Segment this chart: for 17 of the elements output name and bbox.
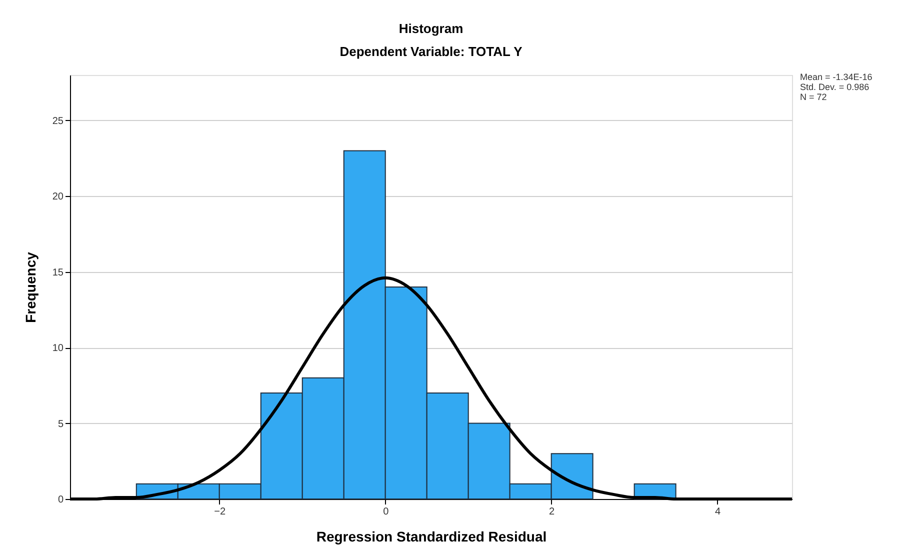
- text: Mean = -1.34E-16: [800, 72, 872, 82]
- y-tick-label: 25: [52, 116, 64, 127]
- chart-subtitle: Dependent Variable: TOTAL Y: [340, 44, 523, 59]
- y-tick-label: 10: [52, 343, 64, 354]
- y-tick-label: 20: [52, 192, 64, 203]
- text: Std. Dev. = 0.986: [800, 82, 870, 92]
- x-tick-label: 2: [549, 506, 556, 518]
- x-tick-label: 0: [383, 506, 390, 518]
- chart-title: Histogram: [398, 21, 464, 36]
- x-tick-label: 4: [715, 506, 722, 518]
- x-axis-title: Regression Standardized Residual: [316, 528, 547, 544]
- y-tick-label: 15: [52, 267, 64, 278]
- y-axis-title: Frequency: [22, 252, 38, 323]
- text: N = 72: [800, 92, 827, 102]
- y-tick-label: 5: [58, 418, 64, 430]
- x-tick-label: −2: [214, 506, 226, 518]
- y-tick-label: 0: [58, 494, 64, 506]
